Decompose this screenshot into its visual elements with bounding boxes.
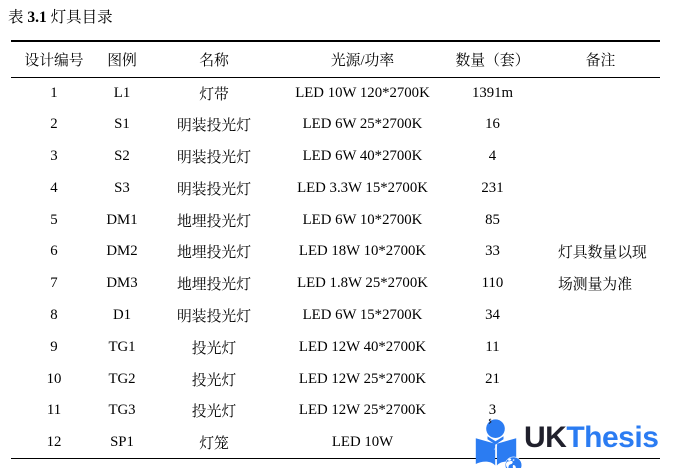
svg-text:UKThesis: UKThesis <box>524 421 658 454</box>
